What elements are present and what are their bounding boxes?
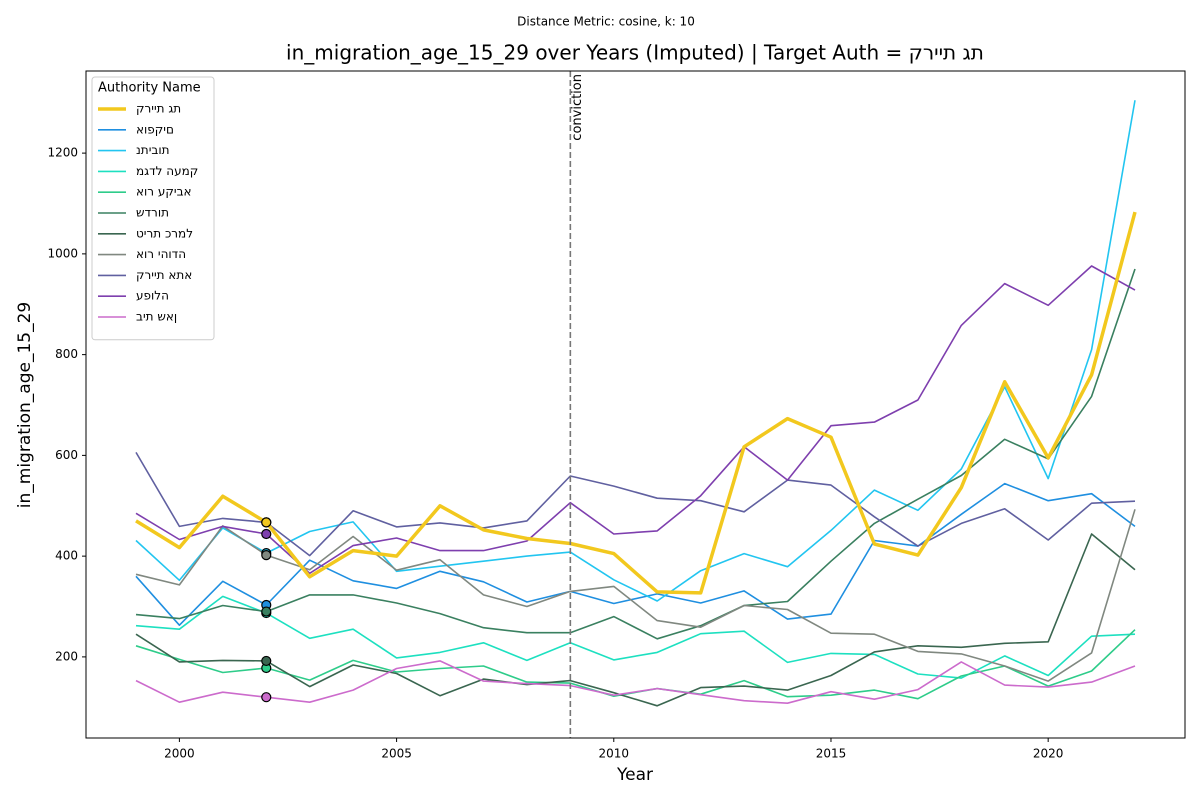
highlight-marker [261, 528, 272, 540]
legend-box [91, 76, 215, 341]
series-line [135, 660, 1136, 704]
highlight-marker [261, 517, 272, 528]
x-tick-label: 2015 [816, 747, 847, 761]
series-line [135, 533, 1136, 707]
x-axis-label: Year [616, 765, 653, 785]
series-line [135, 211, 1137, 595]
y-tick-label: 600 [55, 448, 78, 462]
chart-title: in_migration_age_15_29 over Years (Imput… [286, 41, 984, 65]
y-tick-label: 1000 [47, 246, 78, 260]
y-tick-label: 400 [55, 549, 78, 563]
legend-label: קריית גת [136, 102, 181, 116]
legend-label: מגדל העמק [136, 164, 198, 178]
event-label: conviction [570, 74, 585, 141]
y-tick-label: 1200 [47, 146, 78, 160]
highlight-marker [261, 550, 272, 561]
series-line [135, 595, 1136, 679]
x-tick-label: 2020 [1033, 747, 1064, 761]
chart-suptitle: Distance Metric: cosine, k: 10 [517, 15, 695, 29]
legend-label: עפולה [136, 289, 169, 303]
x-tick-label: 2010 [599, 747, 630, 761]
plot-frame [85, 70, 1186, 739]
legend-label: נתיבות [136, 143, 169, 157]
legend-label: שדרות [136, 206, 169, 220]
highlight-marker [261, 606, 272, 617]
series-line [135, 451, 1136, 557]
y-tick-label: 200 [55, 649, 78, 663]
series-line [135, 100, 1136, 602]
x-tick-label: 2000 [164, 747, 195, 761]
legend-label: אור יהודה [136, 247, 186, 261]
highlight-marker [261, 655, 272, 667]
legend-label: קריית אתא [136, 268, 192, 282]
highlight-marker [261, 692, 272, 703]
legend-label: בית שאן [136, 310, 177, 324]
y-axis-label: in_migration_age_15_29 [15, 302, 35, 508]
legend-label: אור עקיבא [136, 185, 192, 199]
y-tick-label: 800 [55, 347, 78, 361]
series-line [135, 268, 1136, 640]
x-tick-label: 2005 [381, 747, 412, 761]
series-line [135, 629, 1136, 700]
series-line [135, 509, 1136, 682]
legend-label: אופקים [136, 122, 174, 136]
series-line [135, 265, 1136, 575]
legend-label: טירת כרמל [136, 226, 193, 240]
legend-title: Authority Name [98, 81, 201, 96]
